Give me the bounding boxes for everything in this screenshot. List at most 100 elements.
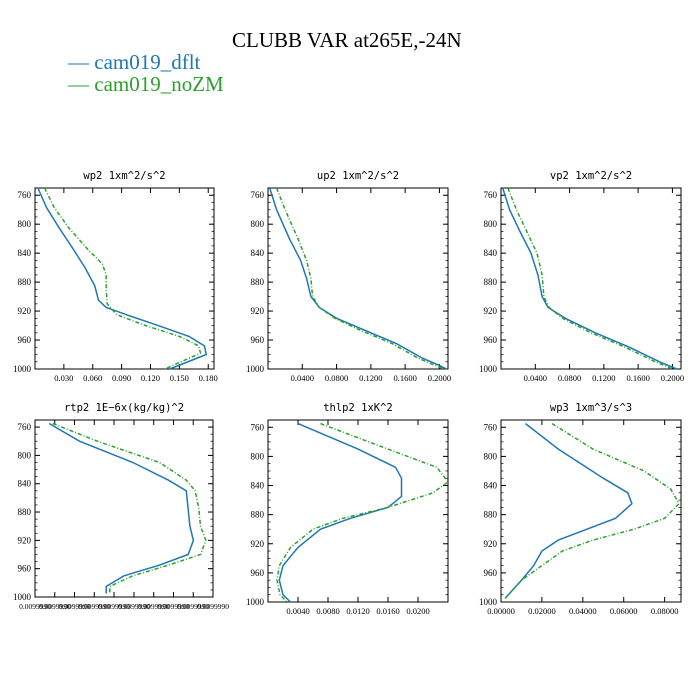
y-tick-label: 1000 (13, 364, 32, 374)
panel-frame (500, 187, 682, 370)
panel-title: wp2 1xm^2/s^2 (83, 170, 165, 182)
panel-title: up2 1xm^2/s^2 (317, 170, 399, 182)
x-tick-label: 0.090 (112, 373, 131, 383)
y-tick-label: 880 (18, 277, 32, 287)
y-tick-label: 880 (251, 510, 265, 520)
panel-title: wp3 1xm^3/s^3 (550, 402, 632, 414)
series-line-cam019_noZM (507, 187, 673, 370)
x-tick-label: 0.0800 (558, 373, 581, 383)
series-line-cam019_noZM (275, 187, 444, 370)
x-tick-label: 0.0160 (376, 606, 399, 616)
x-tick-label: 0.120 (141, 373, 160, 383)
series-line-cam019_dflt (48, 422, 195, 594)
y-tick-label: 800 (18, 219, 32, 229)
series-line-cam019_noZM (43, 187, 202, 370)
figure-title: CLUBB VAR at265E,-24N (232, 28, 462, 52)
y-tick-label: 1000 (479, 597, 498, 607)
x-tick-label: 0.0099990 (118, 602, 150, 611)
y-tick-label: 760 (18, 422, 32, 432)
y-tick-label: 960 (484, 568, 498, 578)
y-tick-label: 880 (251, 277, 265, 287)
series-line-cam019_noZM (52, 422, 207, 594)
y-tick-label: 840 (484, 248, 498, 258)
panel-frame (267, 187, 449, 370)
x-tick-label: 0.0800 (325, 373, 348, 383)
series-line-cam019_noZM (276, 422, 450, 603)
y-tick-label: 960 (18, 564, 32, 574)
series-line-cam019_dflt (37, 187, 208, 370)
y-tick-label: 760 (484, 190, 498, 200)
x-tick-label: 0.08000 (651, 606, 679, 616)
panel-frame (34, 187, 215, 370)
y-tick-label: 800 (484, 219, 498, 229)
y-tick-label: 880 (484, 277, 498, 287)
x-tick-label: 0.0099990 (98, 602, 130, 611)
panel-title: vp2 1xm^2/s^2 (550, 170, 632, 182)
x-tick-label: 0.150 (170, 373, 189, 383)
y-tick-label: 800 (18, 450, 32, 460)
y-tick-label: 920 (251, 306, 265, 316)
y-tick-label: 840 (251, 248, 265, 258)
x-tick-label: 0.04000 (569, 606, 597, 616)
panel-title: rtp2 1E−6x(kg/kg)^2 (64, 402, 184, 414)
panel-frame (500, 419, 682, 603)
x-tick-label: 0.0120 (346, 606, 369, 616)
x-tick-label: 0.0400 (524, 373, 547, 383)
x-tick-label: 0.0099990 (197, 602, 229, 611)
x-tick-label: 0.1600 (626, 373, 649, 383)
x-tick-label: 0.0099990 (59, 602, 91, 611)
y-tick-label: 760 (18, 190, 32, 200)
x-tick-label: 0.0099990 (78, 602, 110, 611)
x-tick-label: 0.060 (83, 373, 102, 383)
y-tick-label: 840 (18, 479, 32, 489)
y-tick-label: 800 (251, 219, 265, 229)
y-tick-label: 920 (484, 306, 498, 316)
y-tick-label: 960 (484, 335, 498, 345)
x-tick-label: 0.0040 (286, 606, 309, 616)
series-line-cam019_dflt (501, 187, 677, 370)
y-tick-label: 1000 (479, 364, 498, 374)
x-tick-label: 0.0099990 (158, 602, 190, 611)
series-line-cam019_noZM (504, 422, 680, 599)
x-tick-label: 0.1600 (393, 373, 416, 383)
y-tick-label: 920 (484, 539, 498, 549)
y-tick-label: 1000 (13, 592, 32, 602)
x-tick-label: 0.06000 (610, 606, 638, 616)
y-tick-label: 760 (251, 422, 265, 432)
series-line-cam019_dflt (278, 422, 403, 603)
y-tick-label: 920 (18, 535, 32, 545)
x-tick-label: 0.030 (54, 373, 73, 383)
y-tick-label: 960 (251, 568, 265, 578)
x-tick-label: 0.0099990 (19, 602, 51, 611)
x-tick-label: 0.2000 (428, 373, 451, 383)
x-tick-label: 0.0099990 (138, 602, 170, 611)
y-tick-label: 760 (251, 190, 265, 200)
x-tick-label: 0.1200 (592, 373, 615, 383)
x-tick-label: 0.2000 (661, 373, 684, 383)
panel-frame (267, 419, 449, 603)
y-tick-label: 800 (251, 451, 265, 461)
legend-entry-dflt: — cam019_dflt (68, 50, 201, 74)
y-tick-label: 840 (484, 481, 498, 491)
panel-title: thlp2 1xK^2 (323, 402, 393, 414)
x-tick-label: 0.0099990 (39, 602, 71, 611)
x-tick-label: 0.0400 (291, 373, 314, 383)
series-line-cam019_dflt (504, 423, 633, 599)
x-tick-label: 0.0080 (316, 606, 339, 616)
y-tick-label: 880 (18, 507, 32, 517)
y-tick-label: 760 (484, 422, 498, 432)
legend-entry-nozm: — cam019_noZM (68, 72, 224, 96)
panel-frame (34, 419, 214, 598)
y-tick-label: 960 (18, 335, 32, 345)
x-tick-label: 0.00000 (487, 606, 515, 616)
x-tick-label: 0.180 (199, 373, 218, 383)
y-tick-label: 840 (18, 248, 32, 258)
y-tick-label: 920 (18, 306, 32, 316)
x-tick-label: 0.0200 (406, 606, 429, 616)
y-tick-label: 800 (484, 451, 498, 461)
y-tick-label: 1000 (246, 364, 265, 374)
y-tick-label: 1000 (246, 597, 265, 607)
x-tick-label: 0.1200 (359, 373, 382, 383)
x-tick-label: 0.02000 (528, 606, 556, 616)
